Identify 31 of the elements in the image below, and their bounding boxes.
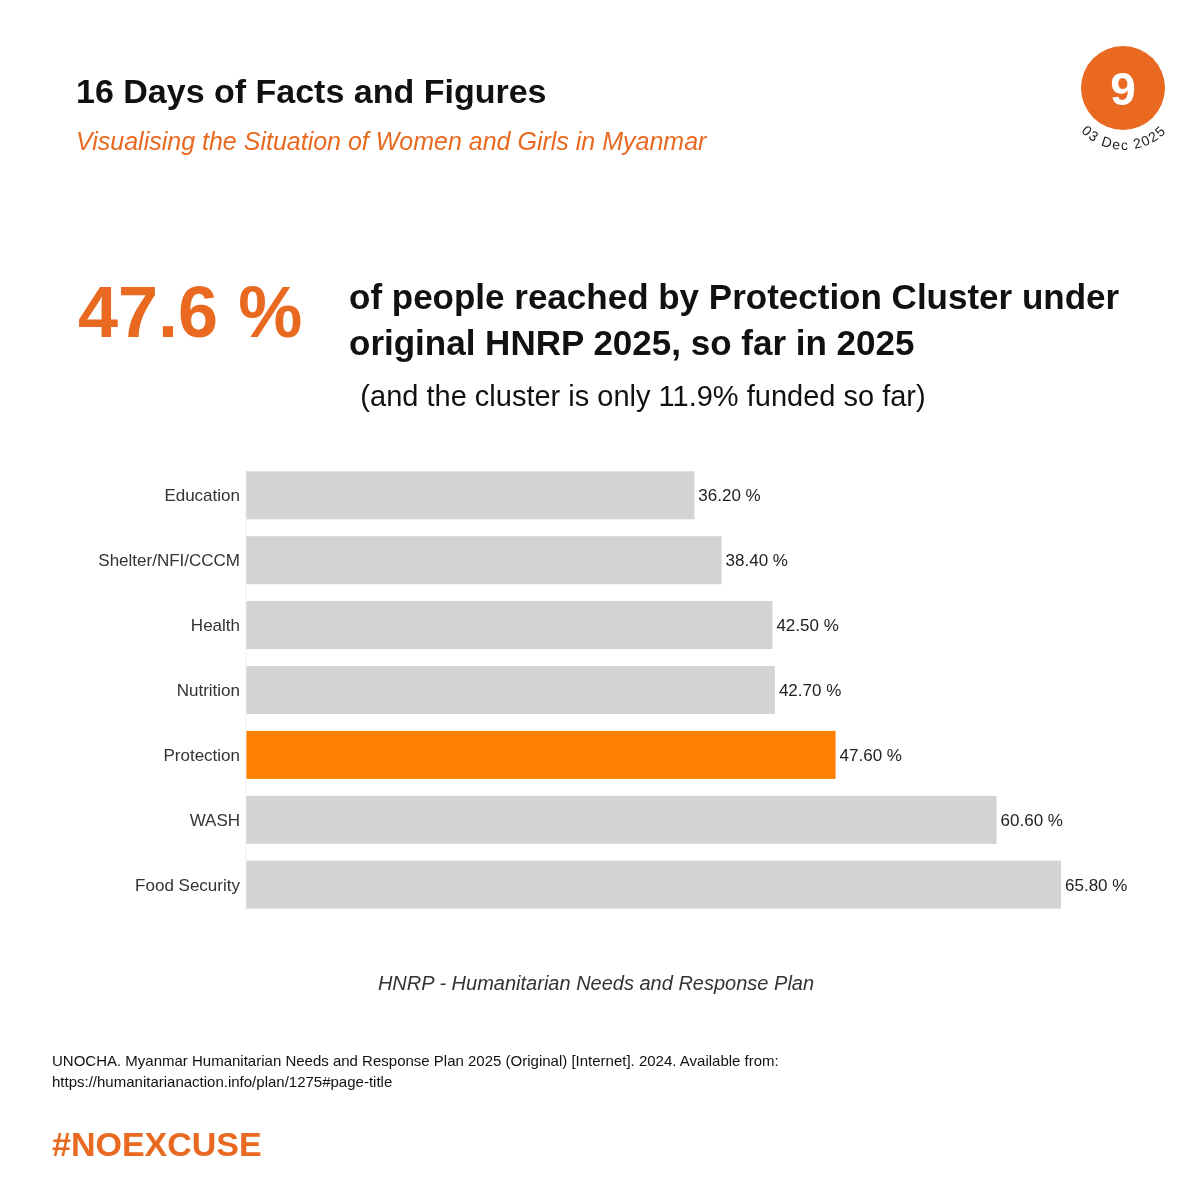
y-tick-label: Education (164, 486, 240, 506)
chart-subtitle: Visualising the Situation of Women and Girls in Myanmar (76, 127, 709, 155)
text: of people reached by Protection Cluster under original HNRP 2025, so far in 2025 (349, 277, 1120, 362)
y-tick-label: Food Security (135, 875, 241, 895)
y-tick-label: Protection (163, 745, 240, 765)
bar (246, 665, 775, 715)
bar (246, 730, 836, 779)
bar (246, 795, 997, 844)
y-tick-label: WASH (189, 810, 240, 830)
data-label: 42.70 % (778, 680, 842, 700)
text: 03 Dec 2025 (1078, 121, 1170, 153)
bar (246, 601, 773, 650)
text: UNOCHA. Myanmar Humanitarian Needs and Response Plan 2025 (Original) [Internet]. 2024. Available from: https://humanitarianaction.info/plan/1275#page-title (52, 1052, 779, 1090)
text: 9 (1110, 62, 1136, 115)
text: #NOEXCUSE (52, 1125, 262, 1163)
data-label: 60.60 % (1000, 810, 1063, 830)
text: (and the cluster is only 11.9% funded so far) (360, 380, 926, 412)
bar (246, 536, 722, 585)
text: 47.6 % (78, 272, 303, 352)
y-tick-label: Health (190, 616, 240, 636)
data-label: 36.20 % (698, 486, 761, 506)
data-label: 65.80 % (1065, 875, 1128, 895)
y-tick-label: Shelter/NFI/CCCM (98, 551, 240, 571)
data-label: 38.40 % (725, 551, 789, 571)
text: HNRP - Humanitarian Needs and Response Plan (377, 972, 815, 994)
data-label: 42.50 % (776, 616, 839, 636)
data-label: 47.60 % (839, 745, 902, 765)
bar (246, 860, 1061, 909)
chart-title: 16 Days of Facts and Figures (76, 72, 547, 110)
y-tick-label: Nutrition (176, 680, 240, 700)
bar (246, 471, 695, 520)
